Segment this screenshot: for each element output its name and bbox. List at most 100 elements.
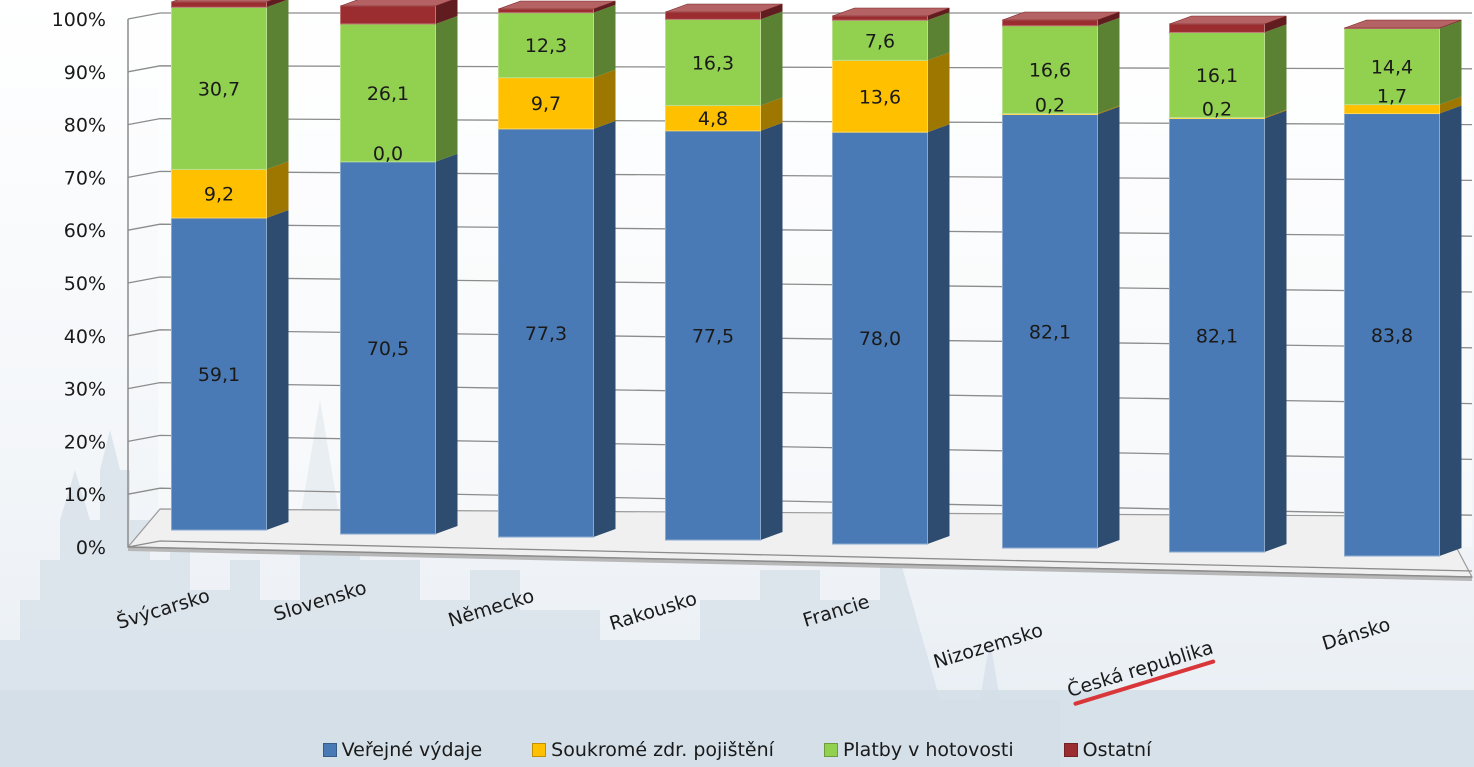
legend-item: Ostatní <box>1063 739 1151 761</box>
bar-segment <box>1169 110 1287 553</box>
bar-side <box>593 1 616 13</box>
bar-front <box>1002 25 1098 114</box>
bar-segment <box>498 4 616 79</box>
y-tick-label: 40% <box>64 326 106 348</box>
bar-front <box>1002 19 1098 27</box>
bar-front <box>1002 114 1098 549</box>
y-tick-label: 30% <box>64 379 106 401</box>
legend-swatch <box>1063 743 1078 757</box>
bar-front <box>665 11 761 20</box>
bar-segment <box>340 153 458 535</box>
data-label: 14,4 <box>1371 57 1413 79</box>
x-tick-label: Dánsko <box>1319 613 1393 655</box>
bar-top <box>1169 15 1287 25</box>
bar-top <box>171 0 273 3</box>
legend-item: Platby v hotovosti <box>823 739 1014 761</box>
bar-segment <box>498 69 616 130</box>
bar-segment <box>171 0 289 170</box>
data-label: 16,6 <box>1029 60 1071 82</box>
bar-0 <box>171 0 289 531</box>
legend-item: Soukromé zdr. pojištění <box>532 739 774 761</box>
data-label: 82,1 <box>1196 325 1238 347</box>
bar-front <box>832 131 928 545</box>
data-label: 0,0 <box>373 143 403 165</box>
bar-side <box>266 161 289 218</box>
skyline-silhouette <box>0 400 1060 767</box>
bar-top <box>665 3 783 13</box>
legend-item: Veřejné výdaje <box>322 739 483 761</box>
bar-side <box>927 52 950 133</box>
bar-front <box>1344 113 1440 557</box>
bar-top <box>1344 19 1462 29</box>
bar-6 <box>1169 15 1287 553</box>
y-tick-label: 60% <box>64 220 106 242</box>
bar-front <box>340 5 436 25</box>
bar-side <box>435 153 458 535</box>
data-label: 78,0 <box>859 328 901 350</box>
data-label: 16,3 <box>692 52 734 74</box>
bar-front <box>498 12 594 79</box>
floor-edge <box>128 547 1472 581</box>
bar-segment <box>832 12 950 61</box>
bar-top <box>498 0 616 10</box>
data-labels: 59,1 9,2 30,7 70,5 0,0 26,1 77,3 9,7 12,3 77,5 4,8… <box>198 30 1413 386</box>
bar-side <box>1439 96 1462 114</box>
bar-front <box>171 1 267 8</box>
y-tick-label: 0% <box>76 537 106 559</box>
bar-segment <box>340 16 458 163</box>
data-label: 30,7 <box>198 78 240 100</box>
background-band <box>0 690 1474 767</box>
bar-side <box>927 12 950 61</box>
legend: Veřejné výdaje Soukromé zdr. pojištění Pla… <box>0 736 1474 764</box>
bar-segment <box>171 210 289 531</box>
bar-front <box>498 77 594 130</box>
y-axis-tick-labels: 0% 10% 20% 30% 40% 50% 60% 70% 80% 90% 100% <box>52 9 106 559</box>
data-label: 82,1 <box>1029 321 1071 343</box>
bar-side <box>760 11 783 106</box>
bar-front <box>832 19 928 61</box>
bar-side <box>1097 17 1120 114</box>
bar-segment <box>1002 17 1120 114</box>
bar-4 <box>832 7 950 545</box>
bar-side <box>760 97 783 131</box>
bar-segment <box>1344 20 1462 106</box>
bar-front <box>171 217 267 531</box>
bar-front <box>340 23 436 163</box>
data-label: 7,6 <box>865 30 895 52</box>
bar-side <box>760 4 783 20</box>
data-label: 9,7 <box>531 93 561 115</box>
data-label: 1,7 <box>1377 86 1407 108</box>
bar-side <box>593 120 616 538</box>
data-label: 77,5 <box>692 325 734 347</box>
data-label: 83,8 <box>1371 325 1413 347</box>
data-label: 0,2 <box>1035 94 1065 116</box>
bar-side <box>1097 105 1120 115</box>
bar-segment <box>340 0 458 25</box>
data-label: 0,2 <box>1202 98 1232 120</box>
bar-side <box>593 69 616 129</box>
legend-label: Veřejné výdaje <box>341 739 483 761</box>
bar-front <box>340 161 436 535</box>
data-label: 26,1 <box>367 83 409 105</box>
legend-label: Soukromé zdr. pojištění <box>551 739 774 761</box>
bar-side <box>435 0 458 24</box>
legend-swatch <box>322 743 337 757</box>
y-tick-label: 10% <box>64 484 106 506</box>
bar-front <box>832 59 928 133</box>
bar-top <box>340 0 453 7</box>
bar-1 <box>340 0 458 535</box>
y-tick-label: 80% <box>64 115 106 137</box>
bar-front <box>498 8 594 14</box>
bar-front <box>665 18 761 106</box>
data-label: 4,8 <box>698 108 728 130</box>
x-tick-label: Rakousko <box>607 588 700 635</box>
bar-front <box>1169 118 1265 553</box>
bar-side <box>1439 20 1462 105</box>
bar-side <box>1264 24 1287 118</box>
bar-segment <box>1169 24 1287 118</box>
data-label: 70,5 <box>367 338 409 360</box>
bar-2 <box>498 0 616 538</box>
bar-segment <box>832 124 950 545</box>
bar-side <box>1264 16 1287 33</box>
bar-side <box>1097 106 1120 548</box>
